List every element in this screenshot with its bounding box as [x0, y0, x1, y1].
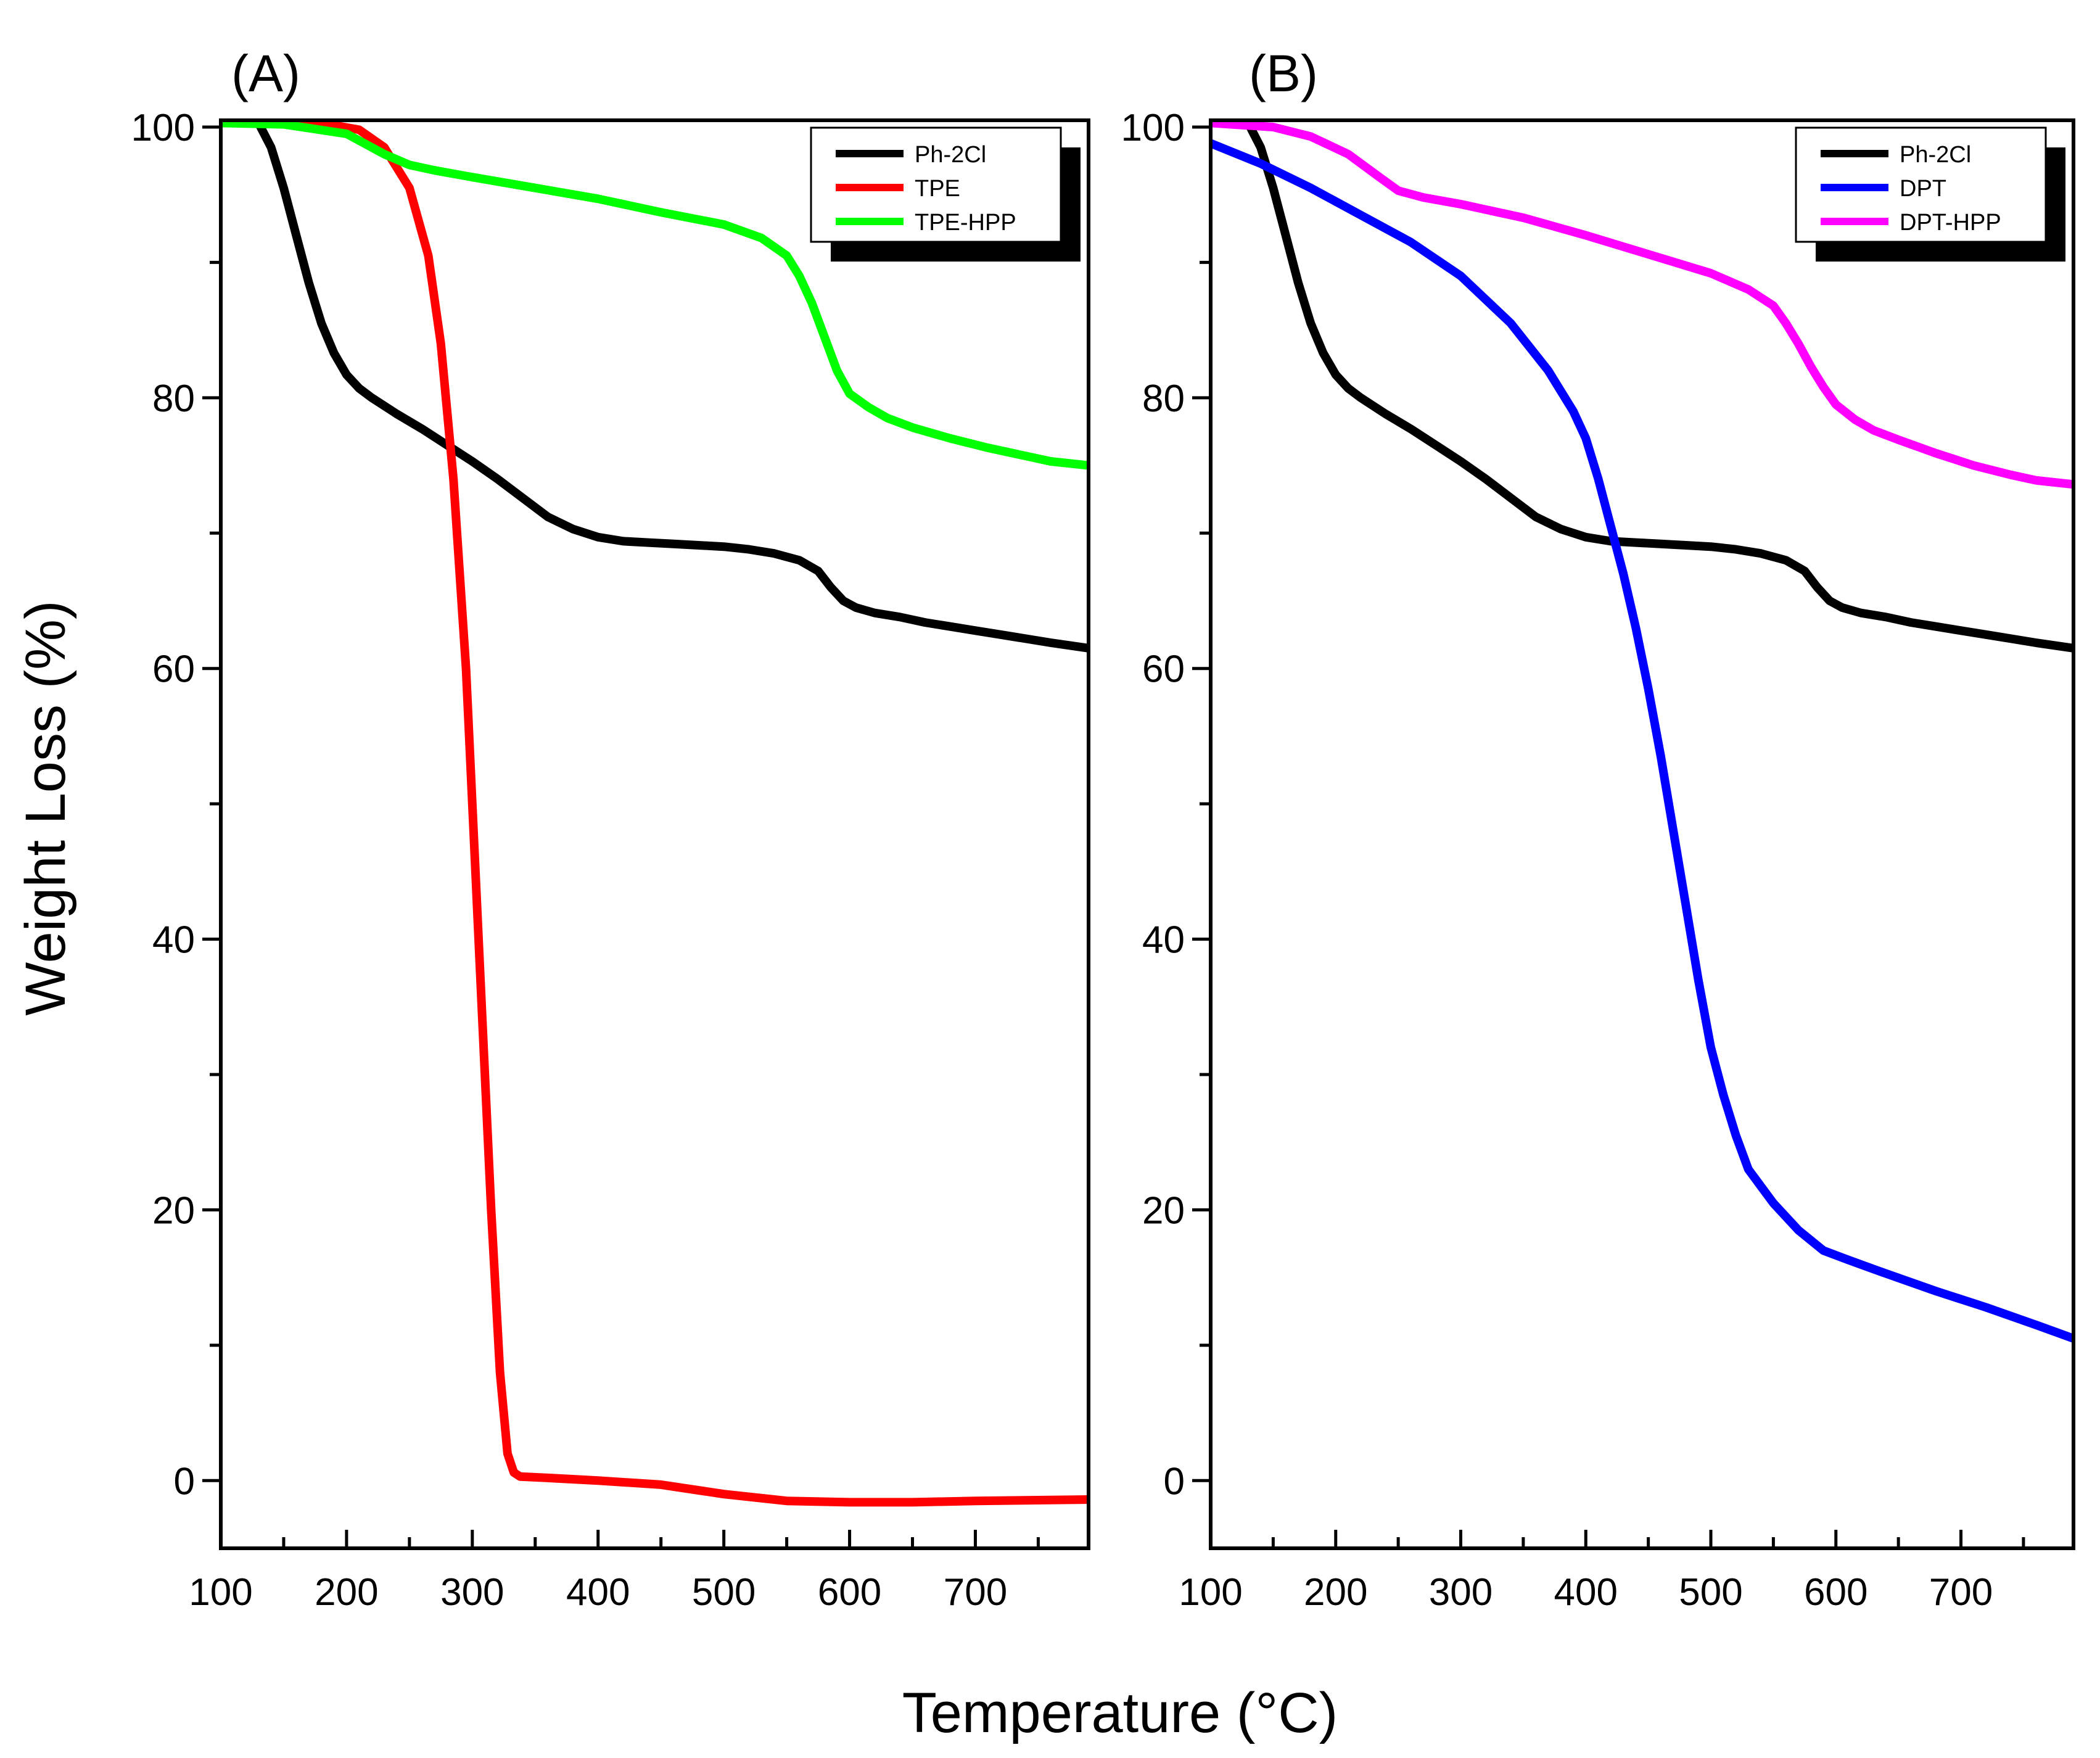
- panel-b-x-tick-label: 400: [1554, 1571, 1618, 1614]
- panel-a-x-tick-label: 600: [818, 1571, 881, 1614]
- panel-b-series-line-dpt: [1211, 139, 2073, 1343]
- panel-b-x-tick-label: 500: [1679, 1571, 1742, 1614]
- panel-b-y-tick-label: 0: [1164, 1460, 1185, 1503]
- panel-b-series: [1211, 120, 2073, 1343]
- panel-a-y-tick-label: 20: [152, 1189, 195, 1232]
- panel-b-x-tick-label: 300: [1429, 1571, 1493, 1614]
- panel-a-legend: Ph-2Cl TPE TPE-HPP: [810, 126, 1081, 262]
- panel-a-y-tick-label: 80: [152, 378, 195, 420]
- panel-a-series-line-ph-2cl: [221, 120, 1089, 653]
- panel-a-y-tick-label: 0: [174, 1460, 195, 1503]
- panel-b-legend-label-dpt-hpp: DPT-HPP: [1900, 210, 2001, 236]
- panel-a-series: [221, 120, 1089, 1507]
- panel-b-y-tick-label: 20: [1142, 1189, 1185, 1232]
- panel-a-label: (A): [231, 44, 300, 102]
- panel-a-legend-label-ph-2cl: Ph-2Cl: [915, 142, 986, 168]
- panel-a-x-tick-label: 400: [566, 1571, 630, 1614]
- panel-a-x-tick-label: 300: [440, 1571, 504, 1614]
- panel-a-y-tick-label: 40: [152, 919, 195, 962]
- panel-b-x-tick-label: 200: [1304, 1571, 1367, 1614]
- x-axis-title: Temperature (°C): [902, 1682, 1338, 1744]
- panel-b-x-tick-label: 700: [1929, 1571, 1993, 1614]
- panel-b-x-tick-label: 100: [1179, 1571, 1242, 1614]
- panel-a-legend-label-tpe: TPE: [915, 176, 960, 202]
- panel-a-y-tick-label: 100: [131, 107, 195, 149]
- panel-b-legend-label-dpt: DPT: [1900, 176, 1946, 202]
- panel-b-y-tick-label: 60: [1142, 648, 1185, 691]
- panel-b-legend: Ph-2Cl DPT DPT-HPP: [1795, 126, 2065, 262]
- panel-b-y-tick-label: 80: [1142, 378, 1185, 420]
- y-axis-title: Weight Loss (%): [14, 600, 77, 1015]
- panel-a-series-line-tpe: [221, 120, 1089, 1507]
- panel-b-series-line-dpt-hpp: [1211, 120, 2073, 489]
- panel-a-y-tick-label: 60: [152, 648, 195, 691]
- panel-a-series-line-tpe-hpp: [221, 120, 1089, 470]
- panel-b-y-tick-label: 40: [1142, 919, 1185, 962]
- panel-a-x-tick-label: 100: [189, 1571, 252, 1614]
- panel-b-legend-label-ph-2cl: Ph-2Cl: [1900, 142, 1971, 168]
- panel-a-x-tick-label: 700: [944, 1571, 1007, 1614]
- panel-a-legend-label-tpe-hpp: TPE-HPP: [915, 210, 1016, 236]
- panel-b-y-tick-label: 100: [1121, 107, 1185, 149]
- panel-a-x-tick-label: 200: [315, 1571, 378, 1614]
- panel-b-plot-frame: [1209, 118, 2075, 1550]
- panel-b-x-tick-label: 600: [1804, 1571, 1867, 1614]
- panel-a-plot-frame: [219, 118, 1090, 1550]
- panel-b-label: (B): [1249, 44, 1318, 102]
- panel-a-axes: 100 200 300 400 500 600 700 0 20 40 60 80 100: [131, 107, 1090, 1614]
- panel-b-axes: 100 200 300 400 500 600 700 0 20 40 60 80 100: [1121, 107, 2075, 1614]
- panel-a-x-tick-label: 500: [692, 1571, 756, 1614]
